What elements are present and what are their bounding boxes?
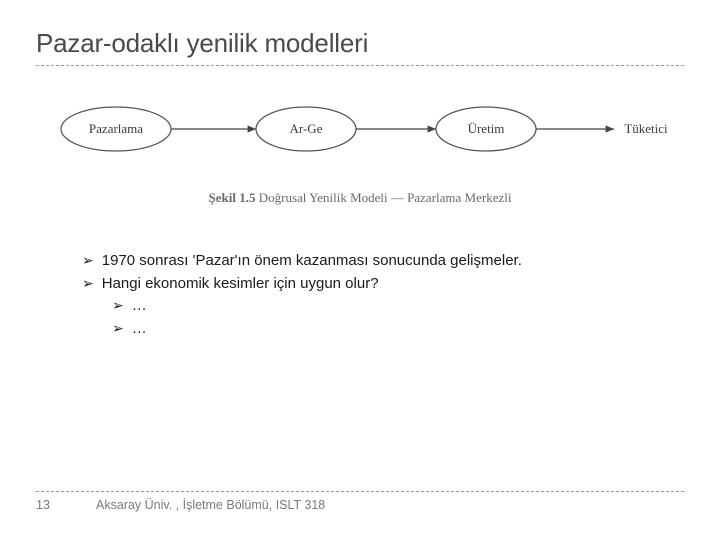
bullet-list: ➢ 1970 sonrası 'Pazar'ın önem kazanması s…: [82, 250, 684, 340]
bullet-text: 1970 sonrası 'Pazar'ın önem kazanması so…: [102, 250, 684, 273]
flow-diagram-svg: Pazarlama Ar-Ge Üretim Tüketici: [36, 84, 684, 184]
footer-row: 13 Aksaray Üniv. , İşletme Bölümü, ISLT …: [36, 492, 684, 512]
figure-caption: Şekil 1.5 Doğrusal Yenilik Modeli — Paza…: [36, 190, 684, 206]
sub-bullet: ➢…: [112, 295, 684, 318]
slide: Pazar-odaklı yenilik modelleri Pazarlama…: [0, 0, 720, 540]
bullet-marker-icon: ➢: [112, 295, 124, 317]
bullet-text: …: [132, 295, 684, 318]
page-number: 13: [36, 498, 76, 512]
title-divider: [36, 65, 684, 66]
flow-diagram: Pazarlama Ar-Ge Üretim Tüketici Şekil 1.5 D…: [36, 84, 684, 214]
bullet-item: ➢ Hangi ekonomik kesimler için uygun olur…: [82, 273, 684, 296]
flow-node-label: Üretim: [468, 121, 505, 136]
bullet-text: …: [132, 318, 684, 341]
flow-node-label: Tüketici: [624, 121, 668, 136]
bullet-text: Hangi ekonomik kesimler için uygun olur?: [102, 273, 684, 296]
sub-bullet: ➢…: [112, 318, 684, 341]
bullet-item: ➢ 1970 sonrası 'Pazar'ın önem kazanması s…: [82, 250, 684, 273]
page-title: Pazar-odaklı yenilik modelleri: [36, 28, 684, 59]
footer: 13 Aksaray Üniv. , İşletme Bölümü, ISLT …: [36, 491, 684, 512]
caption-bold: Şekil 1.5: [209, 190, 256, 205]
caption-rest: Doğrusal Yenilik Modeli — Pazarlama Merk…: [255, 190, 511, 205]
bullet-marker-icon: ➢: [82, 273, 94, 295]
flow-node-label: Pazarlama: [89, 121, 143, 136]
footer-text: Aksaray Üniv. , İşletme Bölümü, ISLT 318: [96, 498, 325, 512]
bullet-marker-icon: ➢: [112, 318, 124, 340]
flow-node-label: Ar-Ge: [290, 121, 323, 136]
bullet-marker-icon: ➢: [82, 250, 94, 272]
